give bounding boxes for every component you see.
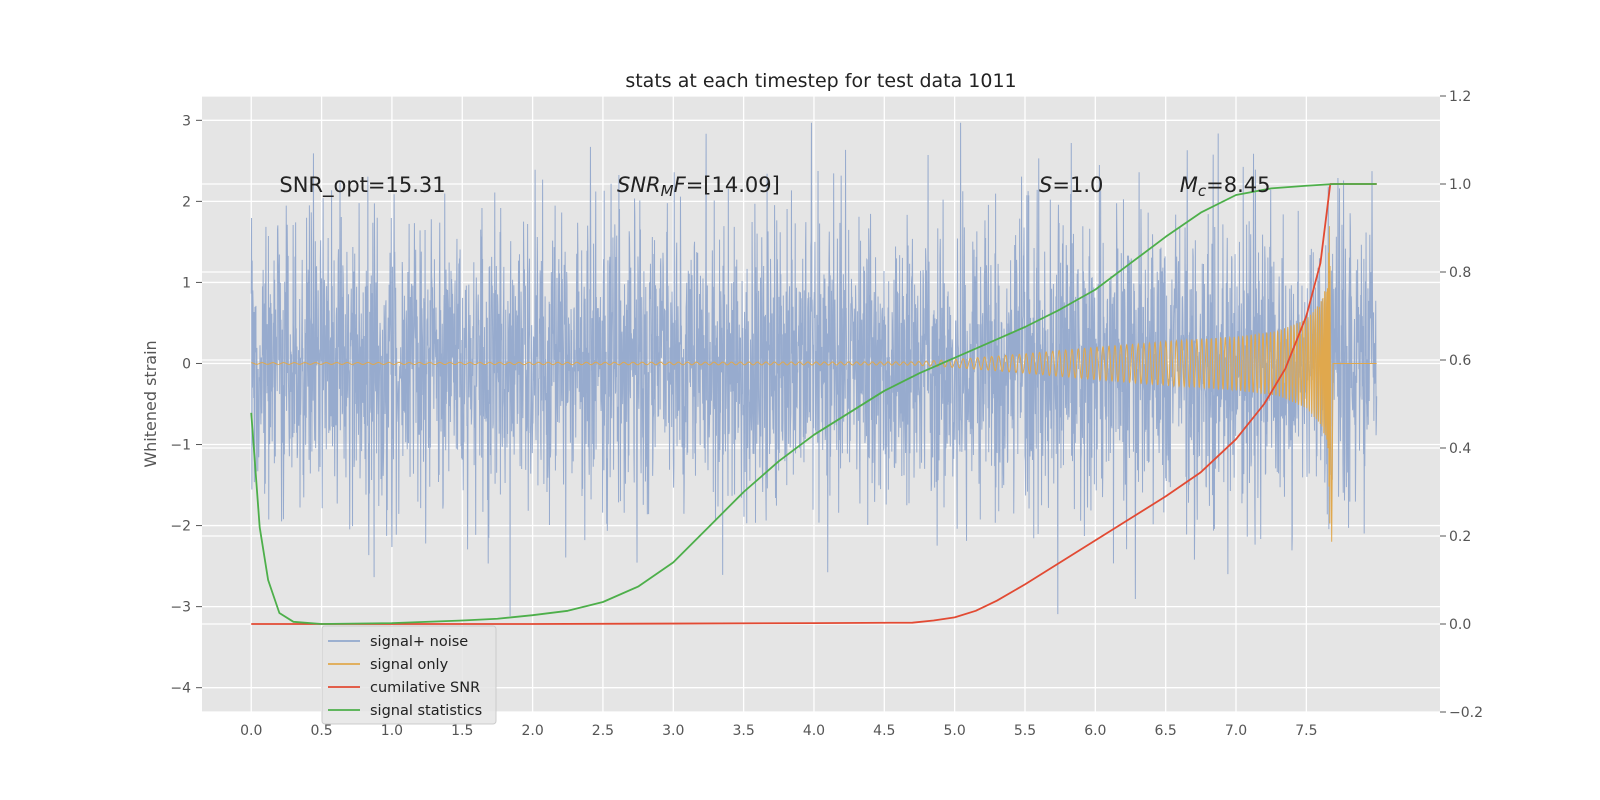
y-tick-label: 2: [182, 194, 191, 210]
cumulative-snr-line: [251, 183, 1377, 625]
y-tick-label: 0: [182, 356, 191, 372]
y2-tick-label: 0.0: [1449, 617, 1471, 633]
annotations: SNR_opt=15.31 SNRMF=[14.09] S=1.0 Mc=8.45: [279, 173, 1270, 200]
x-tick-label: 6.0: [1084, 723, 1106, 739]
x-tick-label: 2.5: [592, 723, 614, 739]
y-tick-label: 3: [182, 113, 191, 129]
annotation-0: SNR_opt=15.31: [279, 173, 445, 198]
x-tick-label: 3.5: [732, 723, 754, 739]
legend-label: signal+ noise: [370, 634, 468, 650]
y-tick-label: 1: [182, 275, 191, 291]
y2-tick-label: 0.2: [1449, 529, 1471, 545]
signal-only-line: [251, 226, 1377, 542]
stat-lines: [250, 183, 1377, 625]
legend: signal+ noise signal only cumilative SNR si…: [321, 625, 497, 725]
x-tick-label: 0.5: [310, 723, 332, 739]
annotation-1: SNRMF=[14.09]: [617, 173, 780, 200]
x-tick-label: 6.5: [1155, 723, 1177, 739]
annotation-2: S=1.0: [1039, 173, 1103, 197]
x-tick-label: 3.0: [662, 723, 684, 739]
axis-ticks: 0.0 0.5 1.0 1.5 2.0 2.5 3.0 3.5 4.0 4.5 5.0 5.5 6.0 6…: [170, 89, 1483, 739]
y2-tick-label: 0.4: [1449, 441, 1471, 457]
x-tick-label: 5.5: [1014, 723, 1036, 739]
x-tick-label: 4.5: [873, 723, 895, 739]
y2-tick-label: −0.2: [1449, 705, 1483, 721]
signal-noise-trace: [250, 122, 1378, 617]
signal-statistics-line: [250, 183, 1377, 625]
legend-box: [321, 625, 497, 725]
y2-tick-label: 1.0: [1449, 177, 1471, 193]
y-tick-label: −2: [170, 519, 191, 535]
legend-label: cumilative SNR: [370, 680, 480, 696]
legend-label: signal statistics: [370, 703, 482, 719]
x-tick-label: 4.0: [803, 723, 825, 739]
signal-only-trace: [251, 226, 1377, 542]
x-tick-label: 7.0: [1225, 723, 1247, 739]
annotation-3: Mc=8.45: [1180, 173, 1271, 200]
y2-tick-label: 1.2: [1449, 89, 1471, 105]
x-tick-label: 0.0: [240, 723, 262, 739]
y2-tick-label: 0.8: [1449, 265, 1471, 281]
legend-label: signal only: [370, 657, 449, 673]
x-tick-label: 1.5: [451, 723, 473, 739]
x-tick-label: 7.5: [1295, 723, 1317, 739]
y-tick-label: −1: [170, 438, 191, 454]
x-tick-label: 5.0: [944, 723, 966, 739]
y2-tick-label: 0.6: [1449, 353, 1471, 369]
x-tick-label: 1.0: [381, 723, 403, 739]
y-tick-label: −4: [170, 681, 191, 697]
y-tick-label: −3: [170, 600, 191, 616]
signal-noise-line: [250, 122, 1378, 617]
x-tick-label: 2.0: [521, 723, 543, 739]
chart-title: stats at each timestep for test data 101…: [625, 70, 1016, 92]
y-axis-title: Whitened strain: [141, 340, 160, 467]
